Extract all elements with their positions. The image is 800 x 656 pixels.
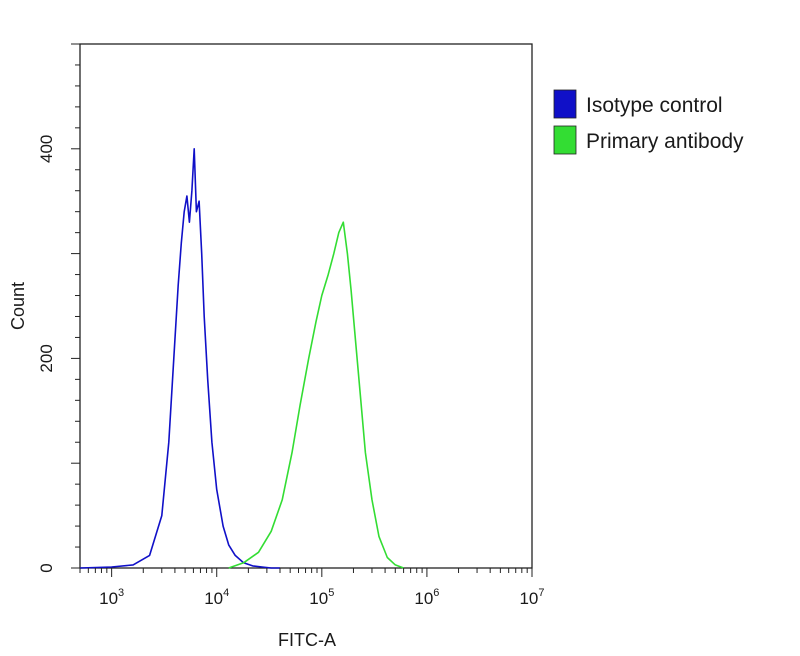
plot-series bbox=[79, 148, 404, 569]
series-line-0 bbox=[79, 148, 280, 569]
y-tick-label: 400 bbox=[37, 135, 56, 163]
x-tick-base: 10 bbox=[309, 589, 328, 608]
plot-frame bbox=[79, 43, 533, 569]
x-tick-label: 106 bbox=[414, 587, 439, 608]
x-tick-base: 10 bbox=[519, 589, 538, 608]
y-axis-title: Count bbox=[8, 282, 28, 330]
y-tick-label: 200 bbox=[37, 344, 56, 372]
x-tick-exponent: 7 bbox=[538, 587, 544, 599]
legend-swatch bbox=[553, 89, 577, 119]
x-tick-label: 103 bbox=[99, 587, 124, 608]
tick-marks bbox=[71, 43, 533, 577]
x-tick-base: 10 bbox=[99, 589, 118, 608]
x-tick-exponent: 4 bbox=[223, 587, 229, 599]
x-tick-label: 107 bbox=[519, 587, 544, 608]
legend-label: Isotype control bbox=[586, 94, 723, 117]
x-tick-exponent: 6 bbox=[433, 587, 439, 599]
legend-label: Primary antibody bbox=[586, 130, 744, 153]
x-tick-label: 105 bbox=[309, 587, 334, 608]
axes bbox=[79, 43, 533, 569]
y-tick-label: 0 bbox=[37, 563, 56, 572]
x-tick-base: 10 bbox=[204, 589, 223, 608]
x-axis-title: FITC-A bbox=[278, 630, 336, 650]
legend: Isotype control Primary antibody bbox=[553, 89, 744, 155]
x-tick-exponent: 5 bbox=[328, 587, 334, 599]
legend-swatch bbox=[553, 125, 577, 155]
x-tick-label: 104 bbox=[204, 587, 229, 608]
x-tick-exponent: 3 bbox=[118, 587, 124, 599]
series-line-1 bbox=[228, 221, 404, 569]
x-tick-base: 10 bbox=[414, 589, 433, 608]
